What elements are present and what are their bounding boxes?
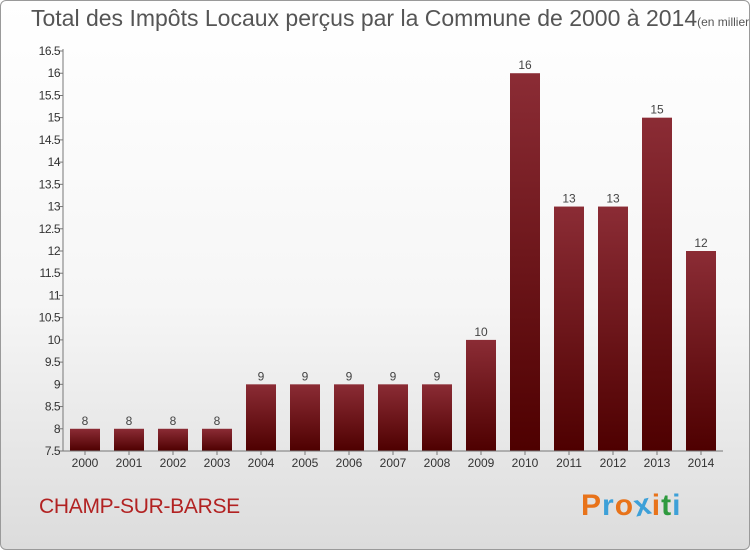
- x-tick-label: 2008: [424, 456, 451, 470]
- axes-group: 2000 2001 2002 2003 2004 2005 2006 2007 2008 2009…: [39, 44, 723, 470]
- y-tick-label: 9.5: [45, 355, 61, 369]
- bar-value-label: 13: [562, 192, 576, 206]
- bar-value-label: 15: [650, 103, 664, 117]
- bar-value-label: 9: [302, 369, 309, 383]
- bar-2007: [378, 384, 408, 451]
- y-tick-label: 10: [48, 333, 61, 347]
- bar-2006: [334, 384, 364, 451]
- x-tick-label: 2011: [556, 456, 582, 470]
- bar-2010: [510, 73, 540, 451]
- bars-group: 8 8 8 8 9 9 9 9 9 10 16 13 13 15 12: [70, 58, 716, 452]
- x-tick-label: 2006: [336, 456, 363, 470]
- bar-value-label: 12: [694, 236, 708, 250]
- y-tick-label: 7.5: [45, 444, 61, 458]
- bar-2009: [466, 339, 496, 451]
- y-tick-label: 16: [48, 66, 61, 80]
- bar-value-label: 10: [474, 325, 488, 339]
- y-tick-label: 14: [48, 155, 61, 169]
- y-tick-label: 8.5: [45, 400, 61, 414]
- x-tick-label: 2002: [160, 456, 187, 470]
- bar-2001: [114, 428, 144, 451]
- bar-value-label: 8: [82, 414, 89, 428]
- bar-value-label: 8: [170, 414, 177, 428]
- y-tick-label: 9: [54, 377, 61, 391]
- bar-2014: [686, 251, 716, 451]
- logo-letter: i: [672, 489, 682, 522]
- bar-2002: [158, 428, 188, 451]
- bar-value-label: 9: [390, 369, 397, 383]
- y-tick-label: 15.5: [39, 88, 61, 102]
- bar-2011: [554, 206, 584, 451]
- bar-value-label: 9: [434, 369, 441, 383]
- chart-title: Total des Impôts Locaux perçus par la Co…: [31, 5, 750, 32]
- logo-letter: P: [581, 489, 603, 522]
- y-tick-label: 11: [49, 288, 61, 302]
- x-tick-label: 2001: [116, 456, 143, 470]
- y-tick-label: 11.5: [40, 266, 61, 280]
- x-tick-label: 2005: [292, 456, 319, 470]
- proxiti-logo[interactable]: Proxiti: [581, 488, 682, 524]
- bar-2003: [202, 428, 232, 451]
- bar-value-label: 9: [258, 369, 265, 383]
- chart-title-main: Total des Impôts Locaux perçus par la Co…: [31, 5, 698, 31]
- y-tick-label: 12.5: [39, 222, 61, 236]
- y-tick-label: 13: [48, 200, 61, 214]
- bar-2000: [70, 428, 100, 451]
- logo-letter: t: [661, 489, 673, 522]
- x-tick-label: 2003: [204, 456, 231, 470]
- chart-unit-label: (en milliers d'€): [697, 15, 750, 29]
- y-tick-label: 8: [54, 422, 61, 436]
- bar-2005: [290, 384, 320, 451]
- bar-2013: [642, 117, 672, 452]
- x-tick-label: 2012: [600, 456, 627, 470]
- x-tick-label: 2000: [72, 456, 99, 470]
- x-tick-label: 2010: [512, 456, 539, 470]
- logo-letter: o: [614, 489, 635, 522]
- commune-name: CHAMP-SUR-BARSE: [39, 495, 240, 518]
- y-tick-label: 10.5: [39, 311, 61, 325]
- bar-2012: [598, 206, 628, 451]
- bar-value-label: 8: [126, 414, 133, 428]
- x-tick-label: 2014: [688, 456, 715, 470]
- y-tick-label: 15: [48, 111, 61, 125]
- bar-value-label: 13: [606, 192, 620, 206]
- bar-value-label: 8: [214, 414, 221, 428]
- bar-2008: [422, 384, 452, 451]
- x-tick-label: 2013: [644, 456, 671, 470]
- logo-letter: r: [602, 489, 615, 522]
- y-tick-label: 13.5: [39, 177, 61, 191]
- bar-value-label: 16: [518, 58, 532, 72]
- logo-letter: i: [651, 489, 662, 522]
- y-tick-label: 14.5: [39, 133, 61, 147]
- x-tick-label: 2009: [468, 456, 495, 470]
- bar-2004: [246, 384, 276, 451]
- y-tick-label: 12: [48, 244, 61, 258]
- bar-value-label: 9: [346, 369, 353, 383]
- x-tick-label: 2004: [248, 456, 275, 470]
- x-tick-label: 2007: [380, 456, 407, 470]
- y-tick-label: 16.5: [39, 44, 61, 58]
